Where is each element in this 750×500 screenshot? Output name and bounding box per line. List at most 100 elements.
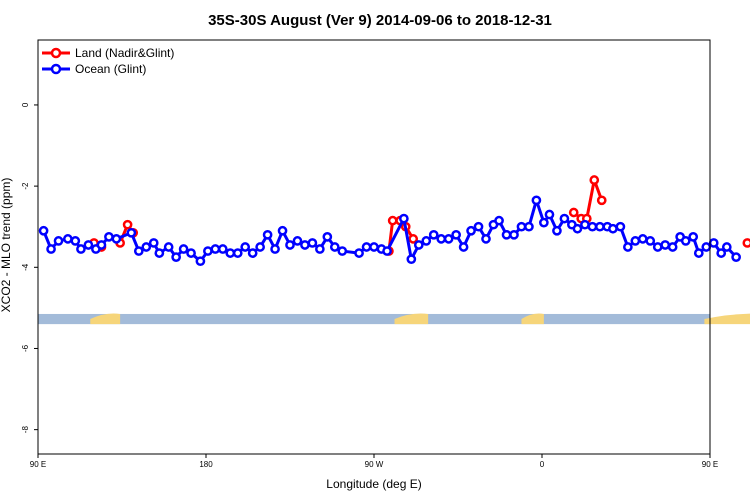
series-1-point-0-59 xyxy=(501,229,512,240)
land-region-2 xyxy=(521,313,544,325)
series-1-point-0-37 xyxy=(322,232,333,242)
series-1-point-0-77 xyxy=(630,236,641,246)
series-1-point-0-85 xyxy=(688,232,699,242)
series-1-point-0-80 xyxy=(652,242,663,252)
x-axis: 90 E 180 90 W 0 90 E xyxy=(30,454,718,469)
legend-label-ocean: Ocean (Glint) xyxy=(75,62,146,76)
land-region-3 xyxy=(704,313,750,325)
series-1-point-0-29 xyxy=(262,229,273,240)
series-1-point-0-5 xyxy=(76,244,86,254)
y-tick-label-3: -6 xyxy=(21,344,30,352)
series-0-point-3-0 xyxy=(568,207,579,218)
series-1-point-0-21 xyxy=(203,246,213,256)
series-1-point-0-82 xyxy=(667,242,678,252)
chart-title: 35S-30S August (Ver 9) 2014-09-06 to 201… xyxy=(208,12,552,29)
series-1-point-0-42 xyxy=(369,242,379,252)
x-tick-label-2: 90 W xyxy=(365,460,384,469)
series-1-point-0-40 xyxy=(354,248,364,258)
series-1-point-0-19 xyxy=(186,248,196,258)
series-1-point-0-81 xyxy=(660,240,671,250)
y-tick-label-0: 0 xyxy=(21,102,30,107)
series-1-point-0-6 xyxy=(83,240,94,250)
series-1-point-0-2 xyxy=(53,236,64,246)
series-1-point-0-50 xyxy=(436,234,447,244)
series-1-point-0-78 xyxy=(637,234,648,244)
series-1-point-0-45 xyxy=(399,213,409,224)
series-1-point-0-90 xyxy=(721,242,732,252)
series-1-point-0-46 xyxy=(406,254,417,265)
land-region-0 xyxy=(90,313,121,325)
series-1-point-0-14 xyxy=(148,238,159,248)
series-1-point-0-51 xyxy=(443,234,454,244)
series-1-point-0-48 xyxy=(421,236,432,246)
series-1-point-0-86 xyxy=(693,248,704,258)
series-1-point-0-71 xyxy=(587,221,598,232)
series-1-point-0-79 xyxy=(645,236,656,246)
series-1-point-0-89 xyxy=(716,248,727,258)
y-tick-label-1: -2 xyxy=(21,182,30,190)
y-axis-label: XCO2 - MLO trend (ppm) xyxy=(0,178,13,313)
series-1-point-0-16 xyxy=(163,242,174,252)
series-1-point-0-76 xyxy=(623,242,633,252)
series-1-point-0-41 xyxy=(361,242,372,252)
series-0-point-4-0 xyxy=(742,238,750,248)
y-tick-label-2: -4 xyxy=(21,263,30,271)
series-1-point-0-55 xyxy=(473,221,484,232)
series-0-point-3-3 xyxy=(589,175,600,185)
legend-item-ocean: Ocean (Glint) xyxy=(42,62,146,76)
legend: Land (Nadir&Glint) Ocean (Glint) xyxy=(42,46,174,76)
x-axis-label: Longitude (deg E) xyxy=(326,477,421,491)
y-axis: 0 -2 -4 -6 -8 xyxy=(21,102,38,433)
series-1-point-0-75 xyxy=(615,221,626,232)
series-1-point-0-88 xyxy=(708,238,719,248)
series-1-point-0-12 xyxy=(133,246,144,256)
legend-marker-land xyxy=(50,47,62,59)
series-1-point-0-18 xyxy=(178,244,189,254)
x-tick-label-3: 0 xyxy=(540,460,545,469)
series-1-point-0-52 xyxy=(451,229,461,240)
series-1-point-0-3 xyxy=(63,234,73,244)
legend-marker-ocean xyxy=(50,63,62,75)
series-1-point-0-87 xyxy=(701,242,712,252)
series-1-point-0-56 xyxy=(481,234,491,244)
series-1-point-0-24 xyxy=(225,248,236,258)
series-1-point-0-25 xyxy=(232,248,243,258)
ocean-band xyxy=(38,313,710,325)
series-1-point-0-44 xyxy=(382,246,392,256)
series-1-point-0-11 xyxy=(126,227,137,238)
series-1-point-0-53 xyxy=(458,242,469,252)
series-1-point-0-0 xyxy=(38,225,49,236)
series-1-point-0-36 xyxy=(315,244,325,254)
x-tick-label-1: 180 xyxy=(199,460,213,469)
y-tick-label-4: -8 xyxy=(21,426,30,434)
series-1 xyxy=(38,195,741,267)
series-layer xyxy=(38,175,750,267)
series-1-point-0-13 xyxy=(141,242,152,252)
series-1-point-0-30 xyxy=(270,244,280,254)
series-1-point-0-64 xyxy=(539,217,549,228)
x-tick-label-4: 90 E xyxy=(702,460,718,469)
series-1-point-0-74 xyxy=(608,223,618,234)
series-1-point-0-66 xyxy=(552,225,562,236)
series-1-point-0-47 xyxy=(413,240,424,250)
series-1-point-0-39 xyxy=(337,246,348,256)
series-1-point-0-70 xyxy=(580,219,590,230)
series-1-point-0-91 xyxy=(731,252,741,262)
series-1-point-0-69 xyxy=(572,223,583,234)
series-1-point-0-8 xyxy=(96,240,107,250)
series-0-point-2-1 xyxy=(387,215,398,226)
series-1-point-0-32 xyxy=(285,240,295,250)
series-1-point-0-60 xyxy=(509,229,519,240)
series-1-point-0-23 xyxy=(217,244,228,254)
series-1-point-0-28 xyxy=(255,242,265,252)
series-1-point-0-31 xyxy=(277,225,288,236)
series-1-point-0-38 xyxy=(329,242,340,252)
x-tick-label-0: 90 E xyxy=(30,460,46,469)
series-1-point-0-84 xyxy=(680,236,691,246)
series-1-point-0-26 xyxy=(240,242,251,252)
series-1-point-0-17 xyxy=(171,252,181,262)
series-1-point-0-65 xyxy=(544,209,555,220)
series-1-point-0-63 xyxy=(531,195,542,206)
series-1-point-0-20 xyxy=(195,256,206,267)
